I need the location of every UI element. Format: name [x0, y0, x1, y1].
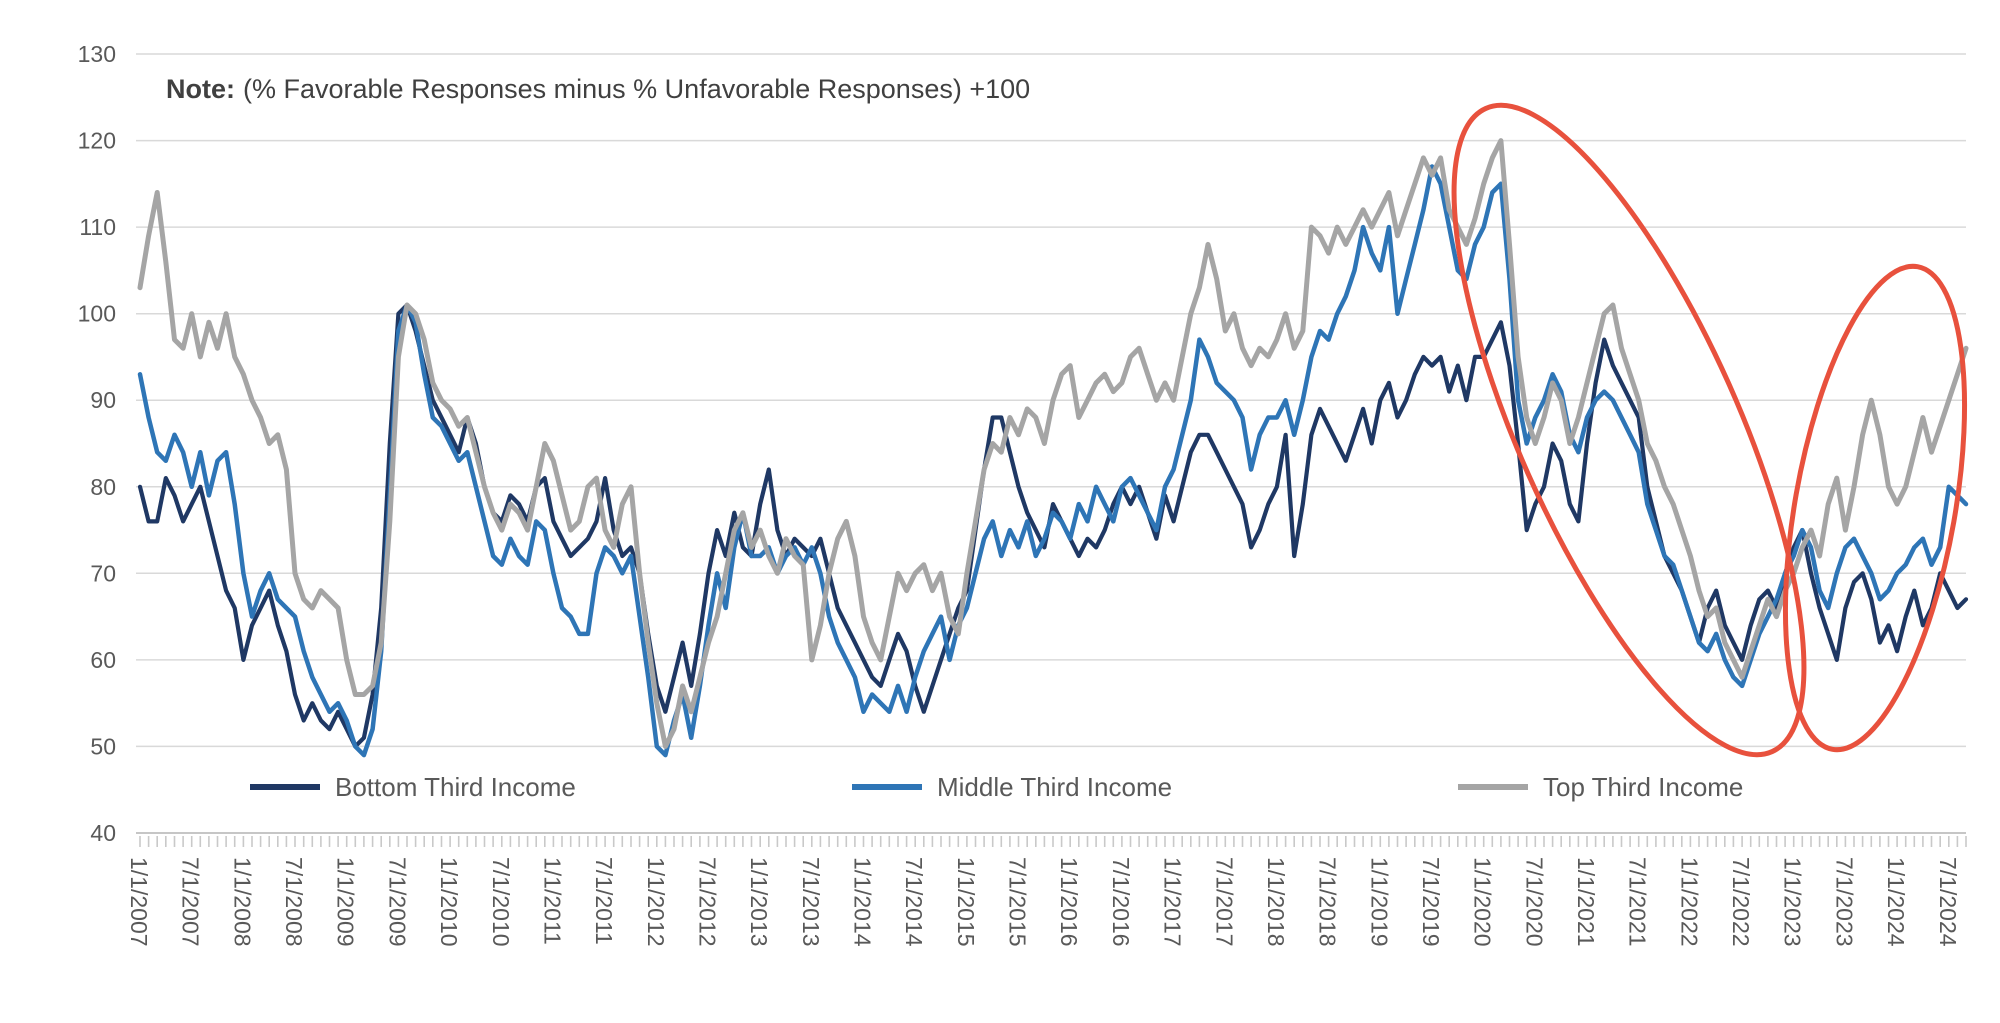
- x-tick-label: 7/1/2017: [1211, 857, 1237, 947]
- x-tick-label: 1/1/2021: [1573, 857, 1599, 947]
- x-axis-ticks: [139, 836, 1967, 847]
- x-tick-label: 7/1/2008: [281, 857, 307, 947]
- legend-label-middle-third-income: Middle Third Income: [937, 771, 1173, 802]
- y-tick-label-120: 120: [78, 128, 116, 154]
- legend-label-top-third-income: Top Third Income: [1543, 771, 1744, 802]
- y-tick-label-70: 70: [90, 560, 116, 586]
- annotation-ellipse-2: [1782, 263, 1968, 753]
- x-tick-label: 1/1/2012: [643, 857, 669, 947]
- legend-item-top-third-income: Top Third Income: [1458, 770, 1743, 804]
- y-tick-label-130: 130: [78, 41, 116, 67]
- x-tick-label: 7/1/2023: [1831, 857, 1857, 947]
- x-tick-label: 7/1/2016: [1108, 857, 1134, 947]
- x-tick-label: 1/1/2020: [1470, 857, 1496, 947]
- y-tick-label-110: 110: [79, 214, 116, 240]
- x-tick-label: 7/1/2024: [1935, 857, 1961, 947]
- legend-swatch-bottom-third-income: [250, 784, 320, 790]
- chart-note: Note: (% Favorable Responses minus % Unfa…: [166, 74, 1030, 105]
- x-tick-label: 7/1/2013: [798, 857, 824, 947]
- chart-note-label: Note:: [166, 74, 235, 104]
- x-tick-label: 1/1/2023: [1780, 857, 1806, 947]
- x-tick-label: 7/1/2012: [695, 857, 721, 947]
- y-tick-label-40: 40: [90, 820, 116, 846]
- annotation-ellipse-1: [1451, 102, 1807, 758]
- x-tick-label: 7/1/2014: [901, 857, 927, 947]
- gridlines: [136, 53, 1966, 834]
- y-tick-label-50: 50: [90, 733, 116, 759]
- legend-swatch-top-third-income: [1458, 784, 1528, 790]
- x-tick-label: 1/1/2019: [1366, 857, 1392, 947]
- x-tick-label: 1/1/2007: [126, 857, 152, 947]
- y-tick-label-80: 80: [90, 474, 116, 500]
- x-tick-label: 7/1/2018: [1315, 857, 1341, 947]
- x-tick-label: 7/1/2015: [1005, 857, 1031, 947]
- x-tick-label: 7/1/2007: [178, 857, 204, 947]
- x-tick-label: 1/1/2018: [1263, 857, 1289, 947]
- x-tick-label: 1/1/2011: [539, 857, 565, 945]
- x-tick-label: 1/1/2009: [333, 857, 359, 947]
- y-tick-label-90: 90: [90, 387, 116, 413]
- series-line-middle-third-income: [137, 164, 1969, 758]
- y-axis-labels: 40 50 60 70 80 90 100 110 120 130: [78, 41, 116, 846]
- y-tick-label-60: 60: [90, 647, 116, 673]
- series-line-top-third-income: [137, 138, 1969, 749]
- y-tick-label-100: 100: [78, 301, 116, 327]
- legend-swatch-middle-third-income: [852, 784, 922, 790]
- legend-item-middle-third-income: Middle Third Income: [852, 770, 1172, 804]
- legend-label-bottom-third-income: Bottom Third Income: [335, 771, 576, 802]
- x-tick-label: 7/1/2011: [591, 857, 617, 945]
- x-tick-label: 1/1/2010: [436, 857, 462, 947]
- x-tick-label: 7/1/2010: [488, 857, 514, 947]
- x-tick-label: 1/1/2017: [1160, 857, 1186, 947]
- series-line-bottom-third-income: [137, 302, 1969, 749]
- x-tick-label: 1/1/2016: [1056, 857, 1082, 947]
- x-tick-label: 7/1/2020: [1521, 857, 1547, 947]
- x-tick-label: 1/1/2008: [229, 857, 255, 947]
- legend-item-bottom-third-income: Bottom Third Income: [250, 770, 576, 804]
- x-tick-label: 7/1/2022: [1728, 857, 1754, 947]
- x-tick-label: 1/1/2013: [746, 857, 772, 947]
- x-tick-label: 1/1/2024: [1883, 857, 1909, 947]
- x-axis-labels: 1/1/2007 7/1/2007 1/1/2008 7/1/2008 1/1/2009…: [126, 857, 1961, 947]
- x-tick-label: 7/1/2019: [1418, 857, 1444, 947]
- x-tick-label: 7/1/2009: [384, 857, 410, 947]
- x-tick-label: 1/1/2015: [953, 857, 979, 947]
- x-tick-label: 1/1/2022: [1676, 857, 1702, 947]
- x-tick-label: 7/1/2021: [1625, 857, 1651, 947]
- x-tick-label: 1/1/2014: [850, 857, 876, 947]
- chart-note-text: (% Favorable Responses minus % Unfavorab…: [243, 74, 1031, 104]
